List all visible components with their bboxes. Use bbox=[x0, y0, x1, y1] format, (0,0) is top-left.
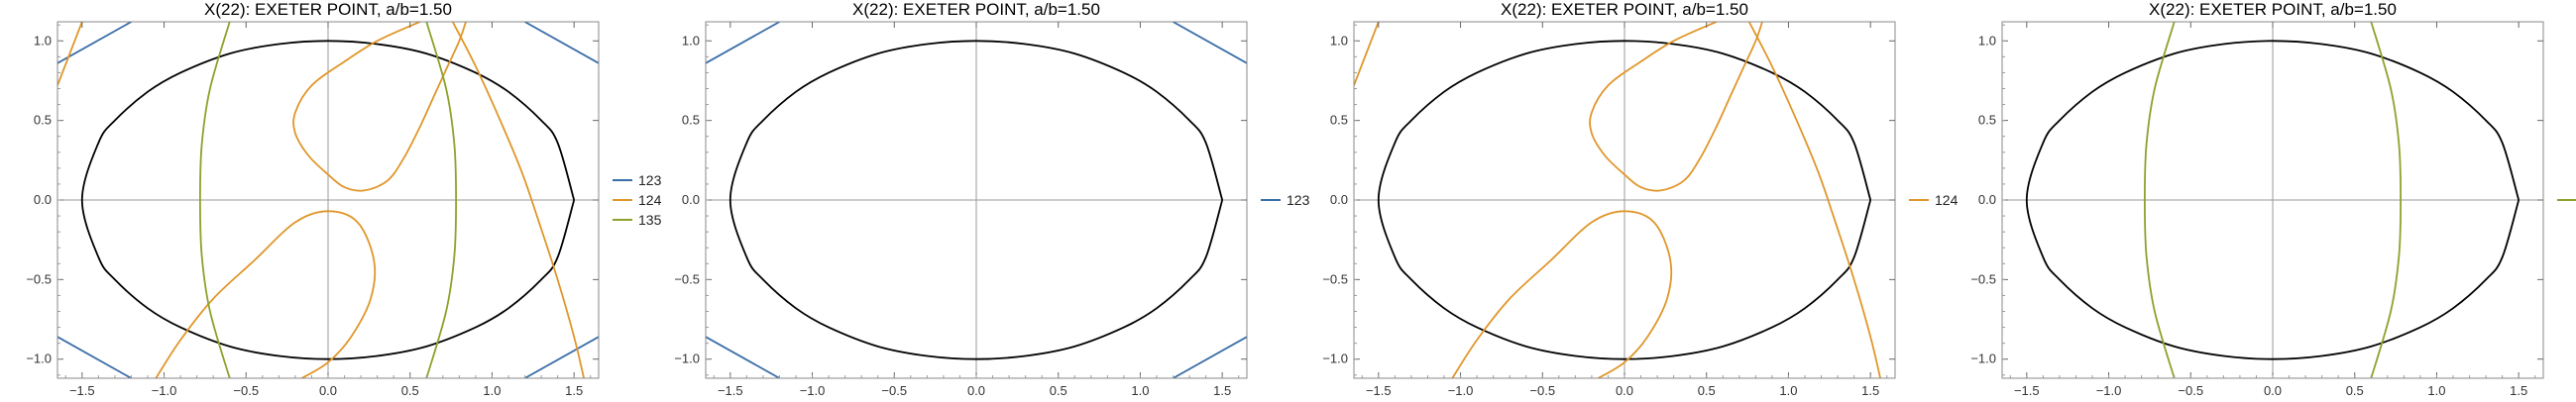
chart-title: X(22): EXETER POINT, a/b=1.50 bbox=[1501, 0, 1748, 19]
series-ellipse-curve-1 bbox=[1377, 40, 1872, 360]
series-124-curve-1 bbox=[292, 22, 467, 192]
y-tick-label: −0.5 bbox=[1970, 271, 1996, 286]
legend-label-123: 123 bbox=[638, 172, 662, 188]
series-ellipse-curve-1 bbox=[2025, 40, 2520, 360]
x-tick-label: −1.0 bbox=[152, 383, 177, 398]
x-tick-label: −0.5 bbox=[2178, 383, 2203, 398]
chart-panel-2: X(22): EXETER POINT, a/b=1.50 −1.5 −1.0 −0.… bbox=[674, 0, 1309, 398]
x-tick-label: −1.0 bbox=[2096, 383, 2122, 398]
series-124-curve-2 bbox=[1354, 22, 1380, 86]
series-124-curve-2 bbox=[57, 22, 83, 86]
x-tick-label: 0.5 bbox=[2346, 383, 2364, 398]
x-tick-label: 0.5 bbox=[401, 383, 419, 398]
series-124-curve-3 bbox=[451, 22, 585, 378]
y-tick-label: 0.5 bbox=[682, 113, 700, 128]
series-124-curve-4 bbox=[1451, 210, 1673, 378]
y-tick-label: −0.5 bbox=[26, 271, 52, 286]
x-tick-label: 1.5 bbox=[1861, 383, 1879, 398]
legend-label-124: 124 bbox=[1935, 192, 1959, 208]
x-tick-label: 1.0 bbox=[2427, 383, 2445, 398]
series-123-curve-3 bbox=[706, 336, 780, 378]
chart-panel-3: X(22): EXETER POINT, a/b=1.50 −1.5 −1.0 −0.… bbox=[1322, 0, 1958, 398]
y-tick-label: 0.0 bbox=[1330, 192, 1348, 207]
legend-label-124: 124 bbox=[638, 192, 662, 208]
chart-title: X(22): EXETER POINT, a/b=1.50 bbox=[2149, 0, 2397, 19]
x-tick-label: −1.0 bbox=[1448, 383, 1474, 398]
y-tick-label: −0.5 bbox=[1322, 271, 1348, 286]
legend-label-123: 123 bbox=[1287, 192, 1310, 208]
series-123-curve-2 bbox=[1173, 22, 1247, 64]
y-tick-label: −1.0 bbox=[1322, 352, 1348, 366]
series-123-curve-4 bbox=[1173, 336, 1247, 378]
series-135-curve-1 bbox=[199, 22, 231, 378]
x-tick-label: −0.5 bbox=[881, 383, 907, 398]
x-tick-label: 1.0 bbox=[483, 383, 501, 398]
x-tick-label: 0.0 bbox=[2264, 383, 2282, 398]
y-tick-label: 0.5 bbox=[34, 113, 52, 128]
y-tick-label: −1.0 bbox=[26, 352, 52, 366]
series-ellipse-curve-1 bbox=[728, 40, 1224, 360]
series-123-curve-3 bbox=[57, 336, 132, 378]
series-124-curve-4 bbox=[155, 210, 377, 378]
y-tick-label: 0.0 bbox=[682, 192, 700, 207]
y-tick-label: −1.0 bbox=[1970, 352, 1996, 366]
x-tick-label: 1.5 bbox=[565, 383, 583, 398]
chart-panel-1: X(22): EXETER POINT, a/b=1.50 −1.5 −1.0 −0.… bbox=[26, 0, 661, 398]
x-tick-label: 1.5 bbox=[1213, 383, 1231, 398]
legend-label-135: 135 bbox=[638, 212, 662, 228]
x-tick-label: 0.0 bbox=[1616, 383, 1633, 398]
y-tick-label: 0.0 bbox=[1978, 192, 1996, 207]
chart-title: X(22): EXETER POINT, a/b=1.50 bbox=[852, 0, 1100, 19]
series-135-curve-2 bbox=[2370, 22, 2402, 378]
chart-title: X(22): EXETER POINT, a/b=1.50 bbox=[204, 0, 452, 19]
y-tick-label: 0.0 bbox=[34, 192, 52, 207]
x-tick-label: −1.5 bbox=[69, 383, 95, 398]
x-tick-label: −1.5 bbox=[1366, 383, 1392, 398]
x-tick-label: 1.0 bbox=[1779, 383, 1797, 398]
series-123-curve-4 bbox=[524, 336, 599, 378]
y-tick-label: 1.0 bbox=[34, 33, 52, 48]
series-135-curve-1 bbox=[2144, 22, 2176, 378]
y-tick-label: 1.0 bbox=[682, 33, 700, 48]
series-124-curve-1 bbox=[1589, 22, 1763, 192]
x-tick-label: −1.0 bbox=[800, 383, 826, 398]
x-tick-label: −0.5 bbox=[233, 383, 259, 398]
y-tick-label: −1.0 bbox=[674, 352, 700, 366]
y-tick-label: 0.5 bbox=[1978, 113, 1996, 128]
series-123-curve-1 bbox=[57, 22, 132, 64]
series-135-curve-2 bbox=[425, 22, 457, 378]
x-tick-label: 0.0 bbox=[319, 383, 337, 398]
y-tick-label: −0.5 bbox=[674, 271, 700, 286]
x-tick-label: −1.5 bbox=[2014, 383, 2040, 398]
x-tick-label: 1.0 bbox=[1131, 383, 1149, 398]
x-tick-label: 0.5 bbox=[1050, 383, 1067, 398]
chart-panel-4: X(22): EXETER POINT, a/b=1.50 −1.5 −1.0 −0.… bbox=[1970, 0, 2576, 398]
series-123-curve-1 bbox=[706, 22, 780, 64]
series-ellipse-curve-1 bbox=[80, 40, 576, 360]
series-124-curve-3 bbox=[1747, 22, 1881, 378]
x-tick-label: −1.5 bbox=[718, 383, 743, 398]
x-tick-label: 1.5 bbox=[2510, 383, 2527, 398]
y-tick-label: 1.0 bbox=[1330, 33, 1348, 48]
x-tick-label: 0.0 bbox=[967, 383, 985, 398]
y-tick-label: 1.0 bbox=[1978, 33, 1996, 48]
x-tick-label: 0.5 bbox=[1698, 383, 1716, 398]
y-tick-label: 0.5 bbox=[1330, 113, 1348, 128]
series-123-curve-2 bbox=[524, 22, 599, 64]
x-tick-label: −0.5 bbox=[1529, 383, 1555, 398]
